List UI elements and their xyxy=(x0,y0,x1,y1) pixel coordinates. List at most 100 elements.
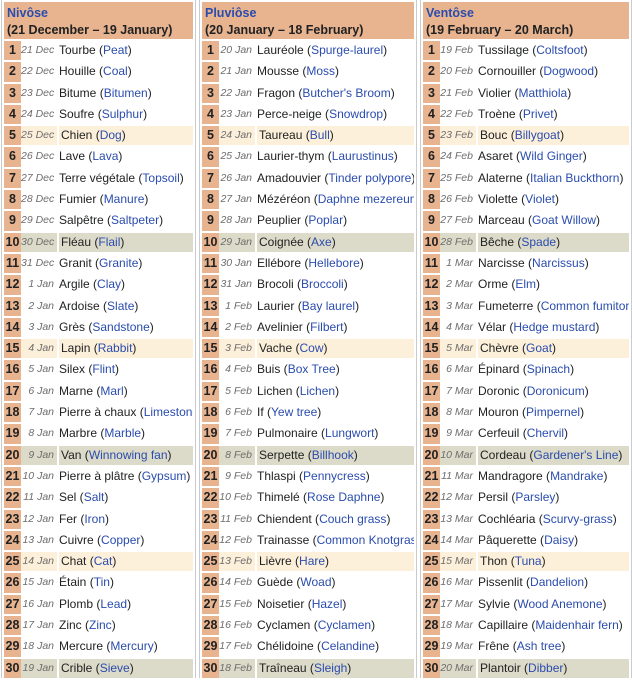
english-name-link[interactable]: Billhook xyxy=(311,447,354,462)
english-name-link[interactable]: Laurustinus xyxy=(331,149,394,164)
english-name-link[interactable]: Zinc xyxy=(89,618,112,633)
english-name-link[interactable]: Sleigh xyxy=(313,660,348,675)
english-name-link[interactable]: Iron xyxy=(84,511,106,526)
english-name-link[interactable]: Daphne mezereum xyxy=(317,192,414,207)
english-name-link[interactable]: Tin xyxy=(93,575,110,590)
english-name-link[interactable]: Goat Willow xyxy=(532,213,597,228)
english-name-link[interactable]: Cat xyxy=(93,554,113,569)
english-name-link[interactable]: Parsley xyxy=(515,490,556,505)
english-name-link[interactable]: Dandelion xyxy=(530,575,585,590)
english-name-link[interactable]: Dogwood xyxy=(543,64,595,79)
english-name-link[interactable]: Cyclamen xyxy=(317,618,372,633)
english-name-link[interactable]: Common fumitory xyxy=(540,298,629,313)
english-name-link[interactable]: Lungwort xyxy=(325,426,375,441)
english-name-link[interactable]: Manure xyxy=(103,192,145,207)
english-name-link[interactable]: Spade xyxy=(521,234,557,249)
english-name-link[interactable]: Woad xyxy=(300,575,332,590)
english-name-link[interactable]: Tuna xyxy=(514,554,542,569)
english-name-link[interactable]: Marble xyxy=(104,426,142,441)
english-name-link[interactable]: Bitumen xyxy=(103,85,148,100)
english-name-link[interactable]: Maidenhair fern xyxy=(535,618,619,633)
english-name-link[interactable]: Filbert xyxy=(310,319,344,334)
english-name-link[interactable]: Cow xyxy=(299,341,324,356)
english-name-link[interactable]: Hare xyxy=(299,554,326,569)
english-name-link[interactable]: Bull xyxy=(309,128,330,143)
english-name-link[interactable]: Moss xyxy=(306,64,336,79)
english-name-link[interactable]: Doronicum xyxy=(526,383,585,398)
english-name-link[interactable]: Rabbit xyxy=(97,341,133,356)
english-name-link[interactable]: Celandine xyxy=(321,639,376,654)
english-name-link[interactable]: Marl xyxy=(100,383,124,398)
english-name-link[interactable]: Peat xyxy=(103,43,128,57)
day-row: 24 13 Jan Cuivre (Copper) xyxy=(4,530,193,551)
english-name-link[interactable]: Hedge mustard xyxy=(513,319,596,334)
english-name-link[interactable]: Granite xyxy=(99,255,139,270)
english-name-link[interactable]: Clay xyxy=(97,277,122,292)
english-name-link[interactable]: Spurge-laurel xyxy=(311,43,384,57)
english-name-link[interactable]: Rose Daphne xyxy=(307,490,381,505)
english-name-link[interactable]: Poplar xyxy=(308,213,344,228)
english-name-link[interactable]: Privet xyxy=(522,106,554,121)
english-name-link[interactable]: Ash tree xyxy=(516,639,562,654)
gregorian-date: 7 Feb xyxy=(225,427,252,440)
english-name-link[interactable]: Hellebore xyxy=(308,255,360,270)
english-name-link[interactable]: Flint xyxy=(92,362,116,377)
english-name-link[interactable]: Coal xyxy=(103,64,128,79)
english-name-link[interactable]: Pennycress xyxy=(303,468,366,483)
english-name-link[interactable]: Daisy xyxy=(544,532,575,547)
gregorian-date: 2 Jan xyxy=(28,299,54,312)
english-name-link[interactable]: Flail xyxy=(98,234,121,249)
english-name-link[interactable]: Common Knotgrass xyxy=(316,532,414,547)
english-name-link[interactable]: Mandrake xyxy=(550,468,604,483)
english-name-link[interactable]: Gardener's Line xyxy=(533,447,619,462)
english-name-link[interactable]: Saltpeter xyxy=(111,213,160,228)
english-name-link[interactable]: Chervil xyxy=(526,426,565,441)
english-name-link[interactable]: Limestone xyxy=(143,405,193,420)
english-name-link[interactable]: Violet xyxy=(525,192,555,207)
english-name-link[interactable]: Salt xyxy=(83,490,105,505)
english-name-link[interactable]: Sieve xyxy=(99,660,130,675)
english-name-link[interactable]: Lichen xyxy=(299,383,336,398)
english-name-link[interactable]: Lava xyxy=(92,149,119,164)
english-name-link[interactable]: Wild Ginger xyxy=(520,149,583,164)
english-name-link[interactable]: Pimpernel xyxy=(526,405,581,420)
english-name-link[interactable]: Lead xyxy=(100,596,128,611)
gregorian-date: 9 Jan xyxy=(21,445,57,465)
english-name-link[interactable]: Elm xyxy=(515,277,537,292)
english-name-link[interactable]: Topsoil xyxy=(142,170,180,185)
english-name-link[interactable]: Box Tree xyxy=(287,362,336,377)
english-name-link[interactable]: Axe xyxy=(311,234,332,249)
english-name-link[interactable]: Narcissus xyxy=(532,255,585,270)
english-name-link[interactable]: Bay laurel xyxy=(301,298,356,313)
english-name-link[interactable]: Couch grass xyxy=(319,511,387,526)
english-name-link[interactable]: Goat xyxy=(526,341,553,356)
french-name: Épinard xyxy=(478,362,520,377)
english-name-link[interactable]: Scurvy-grass xyxy=(542,511,613,526)
english-name-link[interactable]: Coltsfoot xyxy=(536,43,584,57)
day-row: 27 17 Mar Sylvie (Wood Anemone) xyxy=(423,594,629,615)
english-name-link[interactable]: Spinach xyxy=(526,362,571,377)
english-name-link[interactable]: Slate xyxy=(107,298,135,313)
english-name-link[interactable]: Mercury xyxy=(110,639,154,654)
month-name-link[interactable]: Pluviôse xyxy=(205,6,257,20)
english-name-link[interactable]: Wood Anemone xyxy=(517,596,603,611)
english-name-link[interactable]: Snowdrop xyxy=(329,106,384,121)
english-name-link[interactable]: Gypsum xyxy=(141,468,187,483)
english-name-link[interactable]: Winnowing fan xyxy=(88,447,168,462)
english-name-link[interactable]: Sandstone xyxy=(92,319,150,334)
english-name-link[interactable]: Sulphur xyxy=(101,106,144,121)
month-name-link[interactable]: Ventôse xyxy=(426,6,474,20)
month-name-link[interactable]: Nivôse xyxy=(7,6,48,20)
english-name-link[interactable]: Tinder polypore xyxy=(328,170,412,185)
english-name-link[interactable]: Billygoat xyxy=(514,128,561,143)
english-name-link[interactable]: Broccoli xyxy=(301,277,344,292)
english-name-link[interactable]: Dibber xyxy=(528,660,564,675)
english-name-link[interactable]: Copper xyxy=(101,532,141,547)
english-name-link[interactable]: Yew tree xyxy=(271,405,318,420)
day-name: Troène (Privet) xyxy=(478,106,558,121)
english-name-link[interactable]: Italian Buckthorn xyxy=(530,170,620,185)
english-name-link[interactable]: Matthiola xyxy=(518,85,568,100)
english-name-link[interactable]: Dog xyxy=(99,128,122,143)
english-name-link[interactable]: Butcher's Broom xyxy=(302,85,391,100)
english-name-link[interactable]: Hazel xyxy=(311,596,343,611)
